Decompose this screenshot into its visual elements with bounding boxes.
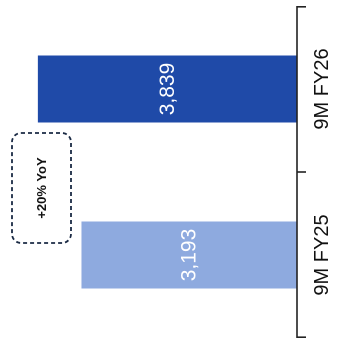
bar [81,221,297,289]
yoy-annotation: +20% YoY [11,132,72,244]
category-label: 9M FY25 [311,214,333,295]
value-labels-layer: 3,839 3,193 [156,63,201,282]
bar-value-label: 3,193 [178,229,201,282]
category-axis [296,6,306,339]
yoy-annotation-text: +20% YoY [34,157,49,219]
yoy-annotation-box [11,132,72,244]
bars-layer [37,55,298,289]
category-labels-layer: 9M FY26 9M FY25 [311,48,333,295]
bar-value-label: 3,839 [156,63,179,116]
bar [37,55,298,123]
category-label: 9M FY26 [311,48,333,129]
